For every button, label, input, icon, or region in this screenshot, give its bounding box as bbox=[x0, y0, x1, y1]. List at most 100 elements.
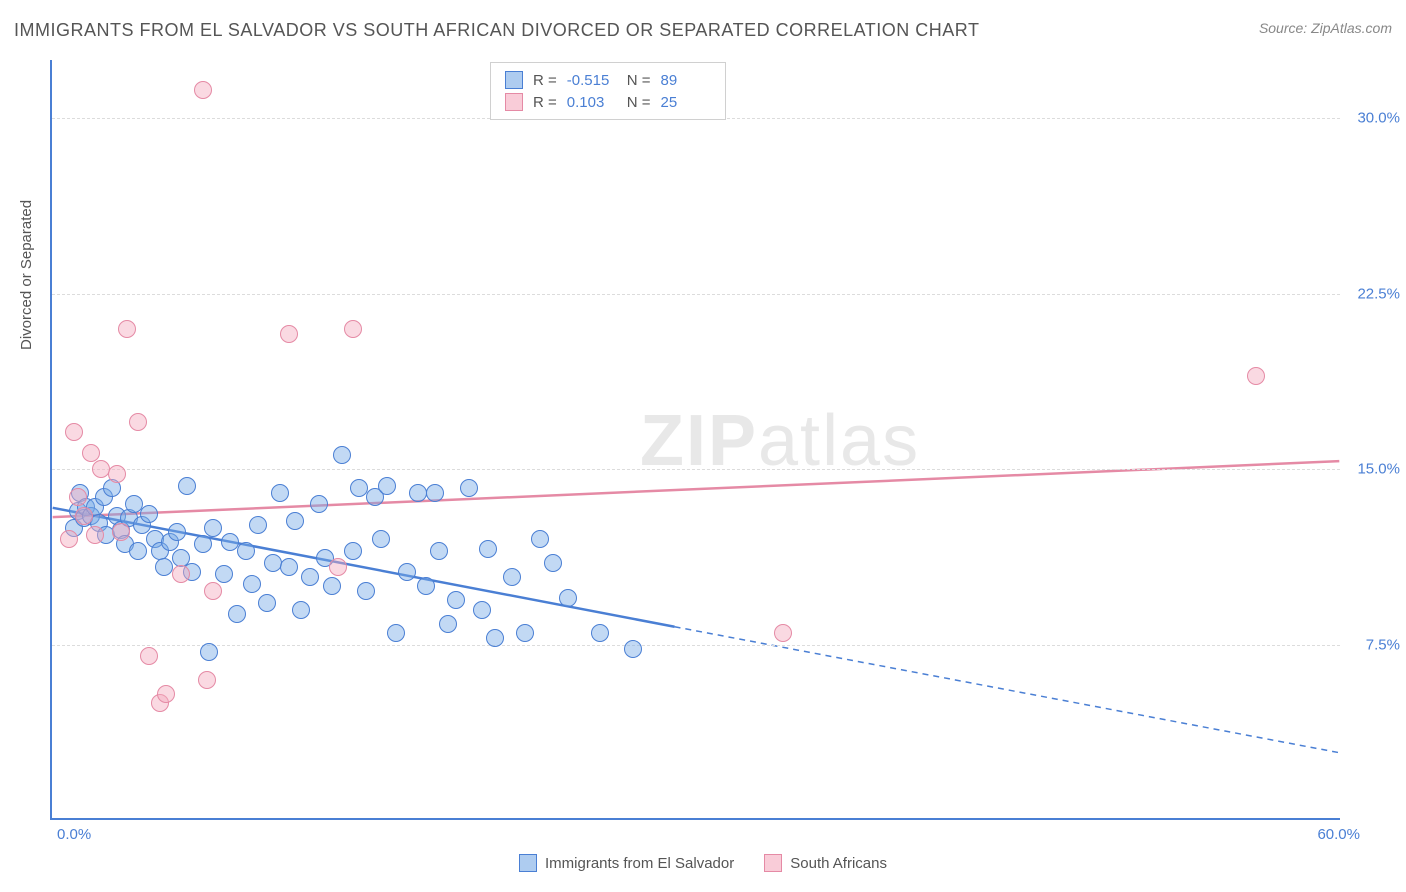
r-label: R = bbox=[533, 94, 557, 111]
data-point bbox=[344, 320, 362, 338]
data-point bbox=[60, 530, 78, 548]
data-point bbox=[204, 519, 222, 537]
data-point bbox=[531, 530, 549, 548]
gridline bbox=[52, 469, 1340, 470]
data-point bbox=[624, 640, 642, 658]
data-point bbox=[591, 624, 609, 642]
data-point bbox=[198, 671, 216, 689]
data-point bbox=[286, 512, 304, 530]
pink-swatch-icon bbox=[764, 854, 782, 872]
series-legend: Immigrants from El Salvador South African… bbox=[0, 854, 1406, 872]
data-point bbox=[323, 577, 341, 595]
data-point bbox=[333, 446, 351, 464]
data-point bbox=[129, 542, 147, 560]
gridline bbox=[52, 645, 1340, 646]
data-point bbox=[439, 615, 457, 633]
source-label: Source: ZipAtlas.com bbox=[1259, 20, 1392, 36]
data-point bbox=[357, 582, 375, 600]
data-point bbox=[344, 542, 362, 560]
data-point bbox=[140, 505, 158, 523]
r-value: 0.103 bbox=[567, 94, 617, 111]
data-point bbox=[178, 477, 196, 495]
y-tick: 22.5% bbox=[1357, 285, 1400, 302]
data-point bbox=[75, 507, 93, 525]
data-point bbox=[460, 479, 478, 497]
data-point bbox=[301, 568, 319, 586]
legend-item: South Africans bbox=[764, 854, 887, 872]
data-point bbox=[503, 568, 521, 586]
data-point bbox=[249, 516, 267, 534]
n-label: N = bbox=[627, 94, 651, 111]
data-point bbox=[82, 444, 100, 462]
stats-legend: R = -0.515 N = 89 R = 0.103 N = 25 bbox=[490, 62, 726, 120]
plot-area: 0.0% 60.0% 30.0%22.5%15.0%7.5% bbox=[50, 60, 1340, 820]
data-point bbox=[486, 629, 504, 647]
y-tick: 15.0% bbox=[1357, 461, 1400, 478]
n-label: N = bbox=[627, 72, 651, 89]
data-point bbox=[271, 484, 289, 502]
data-point bbox=[155, 558, 173, 576]
data-point bbox=[544, 554, 562, 572]
data-point bbox=[237, 542, 255, 560]
blue-swatch-icon bbox=[505, 71, 523, 89]
data-point bbox=[559, 589, 577, 607]
data-point bbox=[112, 523, 130, 541]
trend-lines bbox=[52, 60, 1340, 818]
data-point bbox=[280, 558, 298, 576]
data-point bbox=[447, 591, 465, 609]
data-point bbox=[204, 582, 222, 600]
data-point bbox=[409, 484, 427, 502]
data-point bbox=[168, 523, 186, 541]
pink-swatch-icon bbox=[505, 93, 523, 111]
n-value: 89 bbox=[661, 72, 711, 89]
data-point bbox=[194, 535, 212, 553]
data-point bbox=[426, 484, 444, 502]
data-point bbox=[292, 601, 310, 619]
data-point bbox=[387, 624, 405, 642]
stats-row: R = -0.515 N = 89 bbox=[505, 69, 711, 91]
data-point bbox=[473, 601, 491, 619]
data-point bbox=[200, 643, 218, 661]
n-value: 25 bbox=[661, 94, 711, 111]
data-point bbox=[215, 565, 233, 583]
chart-title: IMMIGRANTS FROM EL SALVADOR VS SOUTH AFR… bbox=[14, 20, 979, 41]
data-point bbox=[69, 488, 87, 506]
data-point bbox=[417, 577, 435, 595]
gridline bbox=[52, 294, 1340, 295]
data-point bbox=[329, 558, 347, 576]
x-tick-min: 0.0% bbox=[57, 826, 91, 843]
data-point bbox=[378, 477, 396, 495]
data-point bbox=[172, 565, 190, 583]
data-point bbox=[86, 526, 104, 544]
y-axis-label: Divorced or Separated bbox=[18, 200, 35, 350]
y-tick: 7.5% bbox=[1366, 636, 1400, 653]
data-point bbox=[140, 647, 158, 665]
x-tick-max: 60.0% bbox=[1317, 826, 1360, 843]
data-point bbox=[194, 81, 212, 99]
data-point bbox=[228, 605, 246, 623]
data-point bbox=[258, 594, 276, 612]
legend-label: South Africans bbox=[790, 855, 887, 872]
stats-row: R = 0.103 N = 25 bbox=[505, 91, 711, 113]
data-point bbox=[118, 320, 136, 338]
data-point bbox=[310, 495, 328, 513]
data-point bbox=[430, 542, 448, 560]
r-label: R = bbox=[533, 72, 557, 89]
data-point bbox=[479, 540, 497, 558]
data-point bbox=[108, 465, 126, 483]
data-point bbox=[774, 624, 792, 642]
data-point bbox=[372, 530, 390, 548]
y-tick: 30.0% bbox=[1357, 110, 1400, 127]
data-point bbox=[398, 563, 416, 581]
data-point bbox=[516, 624, 534, 642]
data-point bbox=[65, 423, 83, 441]
legend-item: Immigrants from El Salvador bbox=[519, 854, 734, 872]
data-point bbox=[280, 325, 298, 343]
r-value: -0.515 bbox=[567, 72, 617, 89]
data-point bbox=[129, 413, 147, 431]
blue-swatch-icon bbox=[519, 854, 537, 872]
data-point bbox=[1247, 367, 1265, 385]
data-point bbox=[243, 575, 261, 593]
legend-label: Immigrants from El Salvador bbox=[545, 855, 734, 872]
data-point bbox=[157, 685, 175, 703]
